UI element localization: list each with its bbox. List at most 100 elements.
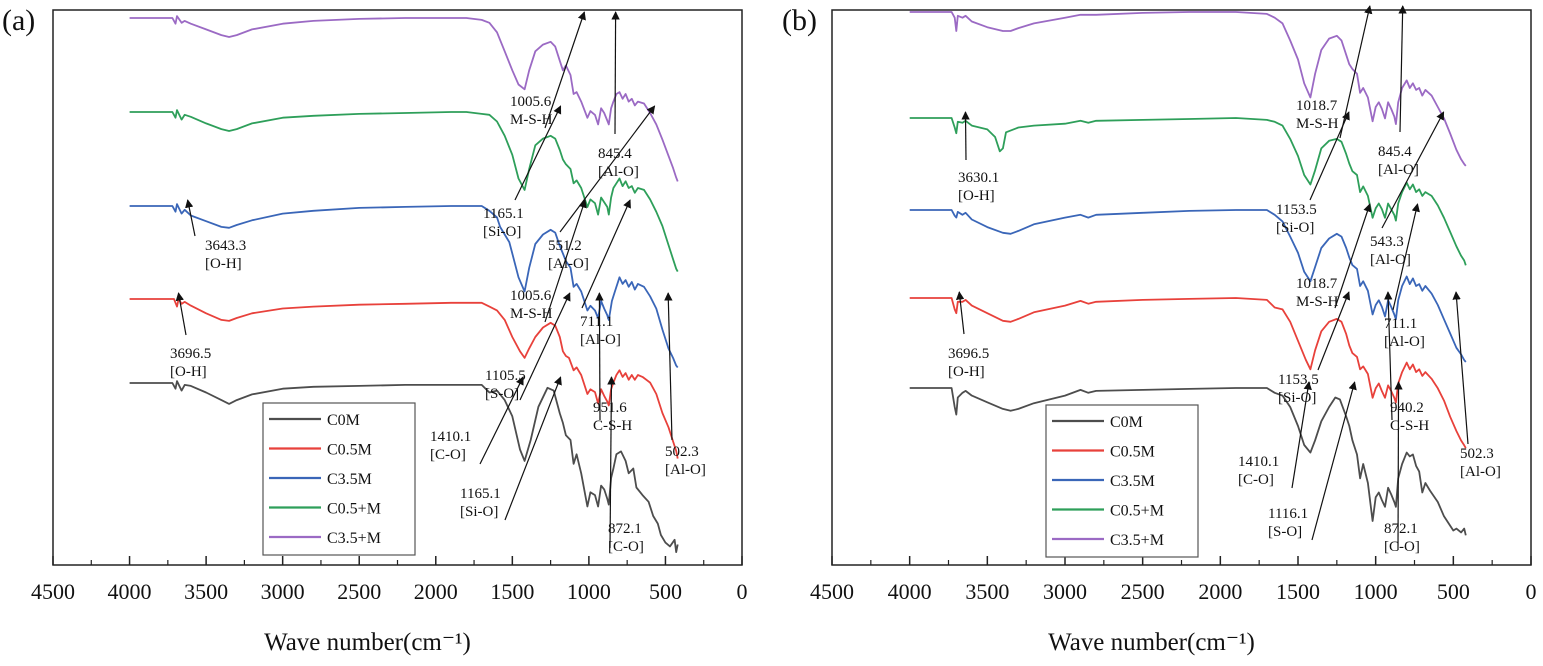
legend-label: C0M — [327, 412, 360, 429]
annotation-arrow — [1291, 381, 1312, 489]
annotation-text: [Al-O] — [598, 164, 639, 180]
legend: C0M C0.5M C3.5M C0.5+M C3.5+M — [1045, 404, 1199, 558]
annotation-arrow — [1392, 203, 1420, 311]
x-tick-label: 3500 — [965, 579, 1009, 604]
annotation-text: 551.2 — [548, 238, 582, 254]
peak-annotation: 1410.1 [C-O] — [430, 376, 524, 465]
annotation-arrow — [607, 376, 616, 549]
series-line-c0m — [129, 380, 679, 553]
peak-annotation: 502.3 [Al-O] — [664, 292, 706, 478]
legend-label: C3.5+M — [1110, 532, 1164, 549]
series-line-c0m — [909, 387, 1467, 536]
legend-label: C0M — [1110, 414, 1143, 431]
annotation-text: 1165.1 — [460, 486, 501, 502]
annotation-text: [Al-O] — [1370, 252, 1411, 268]
annotation-text: [S-O] — [1268, 524, 1302, 540]
peak-annotation: 872.1 [C-O] — [1384, 381, 1420, 555]
annotation-arrow — [519, 292, 571, 401]
annotation-text: 1105.5 — [485, 368, 526, 384]
annotation-text: 872.1 — [1384, 521, 1418, 537]
legend-label: C0.5+M — [1110, 503, 1164, 520]
peak-annotation: 1153.5 [Si-O] — [1276, 111, 1350, 236]
peak-annotation: 711.1 [Al-O] — [580, 199, 631, 348]
series-line-c0-5-m — [129, 109, 679, 273]
annotation-text: [Al-O] — [1378, 162, 1419, 178]
x-tick-label: 4000 — [108, 579, 152, 604]
annotation-text: M-S-H — [510, 306, 553, 322]
annotation-text: 845.4 — [1378, 144, 1412, 160]
legend-label: C3.5+M — [327, 530, 381, 547]
panel-b: (b) 4500 4000 3500 3000 2500 2000 1500 1000 500 0 W… — [782, 4, 1537, 656]
peak-annotation: 1165.1 [Si-O] — [460, 376, 562, 521]
peak-annotation: 1005.6 M-S-H — [510, 199, 587, 323]
annotation-text: 3643.3 — [205, 238, 246, 254]
x-tick-label: 0 — [1526, 579, 1537, 604]
peak-annotation: 711.1 [Al-O] — [1384, 203, 1425, 350]
annotation-text: 1153.5 — [1276, 202, 1317, 218]
annotation-arrow — [595, 292, 604, 421]
annotation-text: [Si-O] — [483, 224, 521, 240]
annotation-arrow — [955, 291, 965, 335]
annotation-text: 872.1 — [608, 521, 642, 537]
annotation-arrow — [1452, 291, 1469, 445]
x-tick-label: 4000 — [888, 579, 932, 604]
annotation-text: C-S-H — [593, 418, 632, 434]
peak-annotation: 845.4 [Al-O] — [1378, 5, 1419, 178]
peak-annotation: 3696.5 [O-H] — [948, 291, 989, 380]
annotation-text: 711.1 — [1384, 316, 1417, 332]
legend-label: C3.5M — [1110, 473, 1155, 490]
legend: C0M C0.5M C3.5M C0.5+M C3.5+M — [262, 402, 416, 556]
x-tick-label: 1500 — [1276, 579, 1320, 604]
annotation-arrow — [611, 11, 620, 135]
peak-annotation: 872.1 [C-O] — [607, 376, 644, 555]
peak-annotation: 1165.1 [Si-O] — [483, 105, 562, 240]
panel-label: (b) — [782, 4, 817, 37]
annotation-text: [O-H] — [948, 364, 985, 380]
annotation-text: [O-H] — [205, 256, 242, 272]
annotation-arrow — [1339, 5, 1373, 139]
annotation-text: M-S-H — [1296, 294, 1339, 310]
annotation-arrow — [1317, 291, 1351, 371]
peak-annotation: 551.2 [Al-O] — [548, 105, 656, 272]
legend-label: C0.5M — [1110, 444, 1155, 461]
x-tick-label: 2000 — [414, 579, 458, 604]
peak-annotation: 3630.1 [O-H] — [958, 111, 999, 204]
annotation-arrow — [544, 11, 586, 129]
annotation-text: [Si-O] — [1276, 220, 1314, 236]
x-tick-label: 0 — [737, 579, 748, 604]
peak-annotation: 951.6 C-S-H — [593, 292, 632, 434]
annotation-text: [C-O] — [430, 447, 466, 463]
annotation-arrow — [185, 199, 196, 237]
x-tick-label: 2000 — [1198, 579, 1242, 604]
annotation-text: 3630.1 — [958, 170, 999, 186]
x-tick-label: 3500 — [184, 579, 228, 604]
annotation-arrow — [664, 292, 673, 441]
series-line-c3-5-m — [909, 11, 1467, 167]
peak-annotation: 502.3 [Al-O] — [1452, 291, 1501, 480]
series-line-c3-5-m — [129, 15, 679, 182]
annotation-text: 1410.1 — [1238, 454, 1279, 470]
x-tick-label: 4500 — [810, 579, 854, 604]
annotation-text: 502.3 — [1460, 446, 1494, 462]
peak-annotation: 1410.1 [C-O] — [1238, 381, 1312, 489]
annotation-text: 711.1 — [580, 314, 613, 330]
annotation-text: 1018.7 — [1296, 98, 1338, 114]
annotation-text: [Al-O] — [580, 332, 621, 348]
x-axis-title: Wave number(cm⁻¹) — [1048, 629, 1255, 656]
peak-annotation: 1005.6 M-S-H — [510, 11, 586, 129]
x-tick-label: 1500 — [490, 579, 534, 604]
series-line-c3-5m — [129, 203, 679, 369]
annotation-text: [C-O] — [1238, 472, 1274, 488]
x-tick-label: 1000 — [1354, 579, 1398, 604]
annotation-arrow — [559, 105, 656, 233]
annotation-text: [Al-O] — [1460, 464, 1501, 480]
annotation-text: M-S-H — [510, 112, 553, 128]
annotation-arrow — [1394, 381, 1403, 551]
annotation-arrow — [1381, 111, 1445, 229]
annotation-arrow — [1334, 203, 1372, 309]
x-tick-label: 4500 — [31, 579, 75, 604]
annotation-text: [O-H] — [170, 364, 207, 380]
series-line-c0-5m — [129, 298, 679, 459]
annotation-text: [Si-O] — [1278, 390, 1316, 406]
annotation-text: 1410.1 — [430, 429, 471, 445]
